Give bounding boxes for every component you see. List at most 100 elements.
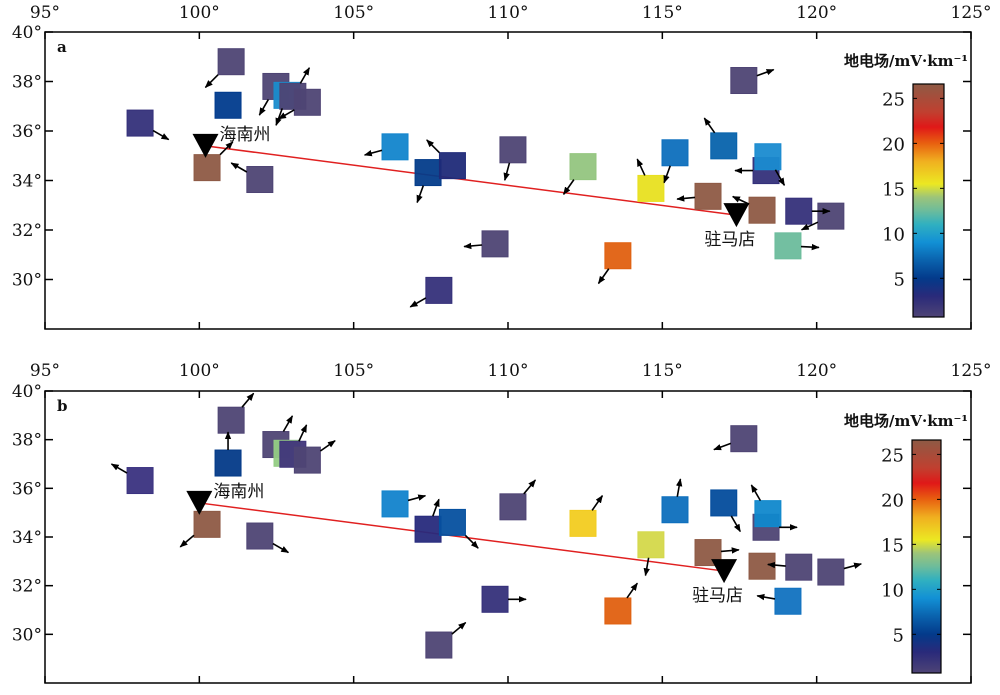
field-direction-arrow <box>409 297 427 308</box>
x-tick-label: 105° <box>333 3 374 23</box>
data-point <box>817 202 845 230</box>
data-point <box>754 500 782 528</box>
plot-frame <box>44 390 972 684</box>
field-direction-arrow <box>278 109 295 120</box>
colorbar-title: 地电场/mV·km⁻¹ <box>844 412 968 430</box>
data-point <box>414 515 442 543</box>
field-direction-arrow <box>432 498 440 517</box>
x-tick-label: 105° <box>333 361 374 381</box>
field-direction-arrow <box>720 547 740 554</box>
data-point <box>217 48 245 76</box>
x-tick-label: 110° <box>488 3 529 23</box>
station-triangle-icon <box>186 490 213 515</box>
field-direction-arrow <box>258 99 270 116</box>
station-triangle-icon <box>192 133 219 158</box>
data-point <box>499 493 527 521</box>
data-point <box>193 154 221 182</box>
field-direction-arrow <box>523 479 537 495</box>
x-tick-label: 95° <box>30 361 60 381</box>
field-direction-arrow <box>464 534 479 549</box>
data-point <box>126 109 154 137</box>
colorbar-tick-label: 25 <box>881 445 904 466</box>
station-label: 驻马店 <box>704 230 755 250</box>
data-point <box>425 631 453 659</box>
field-direction-arrow <box>731 195 750 205</box>
field-direction-arrow <box>241 392 255 408</box>
field-direction-arrow <box>591 494 604 511</box>
colorbar-tick-label: 10 <box>882 224 905 245</box>
data-point <box>414 159 442 187</box>
x-tick-label: 100° <box>179 361 220 381</box>
station-label: 海南州 <box>220 125 271 145</box>
field-direction-arrow <box>703 117 716 134</box>
field-direction-arrow <box>774 169 786 187</box>
field-direction-arrow <box>636 158 646 176</box>
field-direction-arrow <box>272 542 290 554</box>
data-point <box>569 153 597 181</box>
station-triangle-icon <box>723 203 750 228</box>
colorbar <box>911 439 942 674</box>
y-tick-label: 30° <box>12 271 42 291</box>
colorbar <box>912 83 945 318</box>
x-tick-label: 100° <box>179 3 220 23</box>
y-tick-label: 40° <box>12 382 42 402</box>
x-tick-label: 115° <box>642 3 683 23</box>
field-direction-arrow <box>219 141 234 156</box>
data-point <box>604 597 632 625</box>
data-point <box>817 558 845 586</box>
data-point <box>774 587 802 615</box>
colorbar-tick-label: 20 <box>881 490 904 511</box>
colorbar-tick-label: 20 <box>882 134 905 155</box>
colorbar-tick-label: 15 <box>882 179 905 200</box>
field-direction-arrow <box>298 424 308 442</box>
y-tick-label: 36° <box>12 122 42 142</box>
data-point <box>661 496 689 524</box>
profile-line <box>199 502 725 572</box>
field-direction-arrow <box>767 561 786 569</box>
field-direction-arrow <box>713 442 732 451</box>
field-direction-arrow <box>282 415 294 432</box>
y-tick-label: 32° <box>12 577 42 597</box>
field-direction-arrow <box>179 534 195 548</box>
field-direction-arrow <box>676 195 696 202</box>
data-point <box>126 467 154 495</box>
data-point <box>730 67 758 95</box>
field-direction-arrow <box>597 268 610 285</box>
x-tick-label: 120° <box>796 361 837 381</box>
field-direction-arrow <box>319 440 336 452</box>
station-label: 驻马店 <box>692 586 743 606</box>
field-direction-arrow <box>750 484 762 502</box>
data-point <box>694 182 722 210</box>
field-direction-arrow <box>756 68 775 77</box>
x-tick-label: 95° <box>30 3 60 23</box>
colorbar-tick-label: 5 <box>894 269 905 290</box>
field-direction-arrow <box>676 478 683 497</box>
data-point <box>785 553 813 581</box>
field-direction-arrow <box>663 165 672 184</box>
data-point <box>425 276 453 304</box>
field-direction-arrow <box>451 621 467 635</box>
data-point <box>381 490 409 518</box>
data-point <box>381 133 409 161</box>
y-tick-label: 38° <box>12 431 42 451</box>
y-tick-label: 38° <box>12 73 42 93</box>
data-point <box>710 489 738 517</box>
field-direction-arrow <box>426 139 441 154</box>
field-direction-arrow <box>503 162 511 181</box>
field-direction-arrow <box>626 582 638 599</box>
field-direction-arrow <box>110 463 128 474</box>
field-direction-arrow <box>800 243 820 251</box>
data-point <box>785 197 813 225</box>
data-point <box>499 136 527 164</box>
data-point <box>748 552 776 580</box>
field-direction-arrow <box>363 149 383 157</box>
field-direction-arrow <box>299 67 311 84</box>
data-point <box>730 425 758 453</box>
data-point <box>481 230 509 258</box>
field-direction-arrow <box>730 515 741 533</box>
field-direction-arrow <box>562 179 575 196</box>
y-tick-label: 32° <box>12 221 42 241</box>
data-point <box>246 166 274 194</box>
panel-a: 95° 100° 105° 110° 115° 120° 125° 30° 32° 34° 36° 3… <box>12 3 991 330</box>
colorbar-tick-label: 25 <box>882 89 905 110</box>
